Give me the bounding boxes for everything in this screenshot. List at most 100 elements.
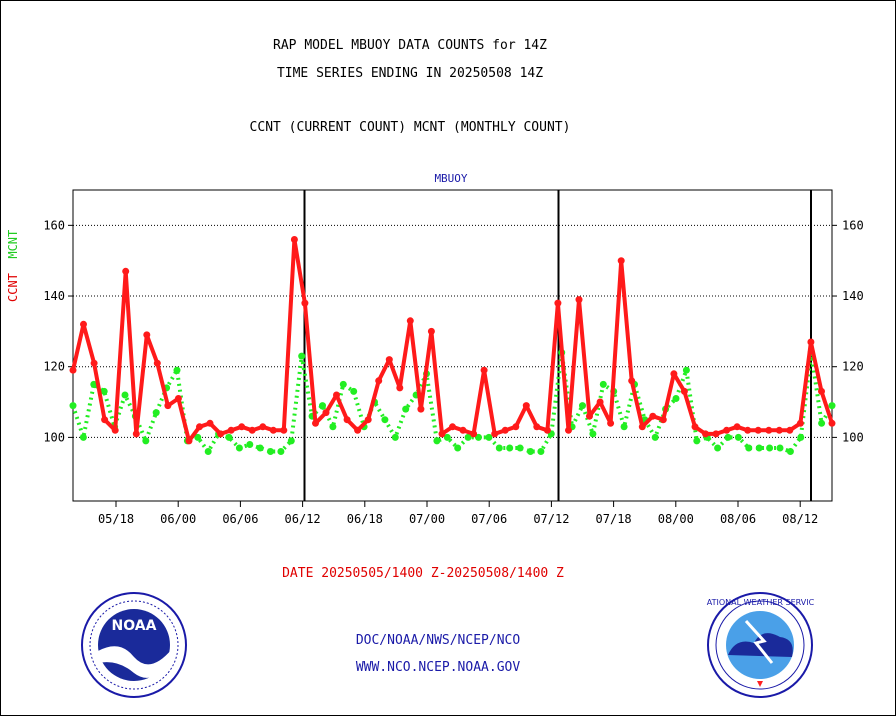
ccnt-data-point	[512, 423, 520, 431]
ccnt-data-point	[80, 320, 87, 328]
mcnt-data-point	[786, 448, 794, 455]
ccnt-data-point	[185, 437, 193, 445]
mcnt-data-point	[766, 444, 774, 452]
x-tick-label: 07/12	[533, 512, 569, 526]
ccnt-data-point	[765, 426, 773, 434]
y-tick-label-right: 140	[842, 289, 864, 303]
ccnt-data-point	[533, 423, 541, 431]
ccnt-data-point	[248, 426, 256, 434]
x-tick-label: 08/06	[720, 512, 756, 526]
y-tick-label-right: 100	[842, 430, 864, 444]
ccnt-data-point	[680, 387, 688, 395]
y-tick-label: 140	[43, 289, 65, 303]
ccnt-data-point	[807, 338, 815, 346]
y-tick-label: 120	[43, 360, 65, 374]
mcnt-data-point	[142, 437, 150, 445]
noaa-logo-text: NOAA	[112, 618, 157, 634]
mcnt-data-point	[755, 444, 763, 452]
ccnt-data-point	[427, 327, 435, 335]
mcnt-data-point	[152, 409, 160, 417]
mcnt-data-point	[256, 444, 264, 452]
mcnt-data-point	[818, 419, 826, 427]
mcnt-data-point	[454, 444, 462, 452]
mcnt-data-point	[776, 444, 784, 452]
mcnt-data-point	[90, 380, 98, 388]
ccnt-data-point	[754, 426, 762, 434]
ccnt-data-point	[206, 419, 214, 427]
org-label: DOC/NOAA/NWS/NCEP/NCO	[355, 633, 521, 648]
x-tick-label: 05/18	[98, 512, 134, 526]
ccnt-data-point	[438, 430, 446, 438]
ccnt-data-point	[617, 257, 625, 265]
ccnt-data-point	[90, 359, 98, 367]
mcnt-data-point	[443, 433, 451, 441]
mcnt-data-point	[693, 437, 701, 445]
ccnt-data-point	[586, 412, 593, 420]
ccnt-data-point	[501, 426, 509, 434]
y-tick-label: 100	[43, 430, 65, 444]
ccnt-data-point	[375, 377, 383, 385]
mcnt-data-point	[225, 433, 233, 441]
chart-title-line-3: CCNT (CURRENT COUNT) MCNT (MONTHLY COUNT…	[249, 120, 571, 135]
chart-title-line-2: TIME SERIES ENDING IN 20250508 14Z	[276, 66, 544, 81]
mcnt-data-point	[173, 366, 181, 374]
ccnt-series-line	[71, 237, 834, 443]
ccnt-data-point	[259, 423, 267, 431]
ccnt-data-point	[522, 402, 530, 410]
x-tick-label: 07/00	[409, 512, 445, 526]
ccnt-data-point	[164, 402, 172, 410]
x-tick-label: 06/12	[285, 512, 321, 526]
ccnt-data-point	[364, 416, 372, 424]
mcnt-data-point	[527, 448, 534, 455]
ccnt-data-point	[786, 426, 794, 434]
nws-logo-icon: NATIONAL WEATHER SERVICE	[706, 592, 814, 698]
x-tick-label: 06/06	[222, 512, 258, 526]
mcnt-data-point	[672, 395, 680, 402]
ccnt-data-point	[269, 426, 277, 434]
ccnt-data-point	[143, 331, 151, 339]
ccnt-data-point	[691, 423, 699, 431]
mcnt-data-point	[329, 423, 337, 431]
ccnt-data-point	[174, 395, 182, 402]
nws-logo-text: NATIONAL WEATHER SERVICE	[706, 598, 814, 607]
mcnt-data-point	[579, 402, 586, 410]
mcnt-data-point	[495, 444, 503, 452]
ccnt-data-point	[290, 236, 298, 243]
mcnt-data-point	[79, 433, 87, 441]
ccnt-data-point	[607, 419, 615, 427]
ccnt-data-point	[712, 430, 720, 438]
ccnt-data-point	[217, 430, 225, 438]
mcnt-data-point	[734, 433, 742, 441]
mcnt-data-point	[267, 448, 274, 455]
ccnt-data-point	[596, 398, 604, 406]
mcnt-data-point	[298, 352, 306, 360]
ccnt-data-point	[828, 419, 836, 427]
mcnt-data-point	[391, 433, 399, 441]
x-tick-label: 06/18	[347, 512, 383, 526]
ccnt-data-point	[111, 426, 119, 434]
ccnt-data-point	[554, 299, 562, 307]
x-tick-label: 08/12	[782, 512, 818, 526]
mcnt-data-point	[204, 448, 212, 455]
ccnt-data-point	[312, 419, 319, 427]
mcnt-data-point	[433, 437, 441, 445]
date-range-label: DATE 20250505/1400 Z-20250508/1400 Z	[282, 566, 564, 581]
mcnt-data-point	[797, 433, 805, 441]
ccnt-data-point	[491, 430, 499, 438]
ccnt-data-point	[280, 426, 288, 434]
mcnt-data-point	[620, 423, 628, 431]
mcnt-data-point	[287, 437, 295, 445]
ccnt-data-point	[406, 317, 414, 325]
ccnt-data-point	[69, 366, 77, 374]
mcnt-data-point	[381, 416, 389, 424]
ccnt-data-point	[723, 426, 731, 434]
mcnt-data-point	[402, 405, 410, 413]
ccnt-data-point	[796, 419, 804, 427]
mcnt-data-point	[350, 387, 358, 395]
ccnt-data-point	[385, 356, 393, 364]
mcnt-data-point	[589, 430, 597, 438]
mcnt-data-point	[682, 366, 690, 374]
mcnt-data-point	[121, 391, 129, 399]
website-label: WWW.NCO.NCEP.NOAA.GOV	[355, 660, 521, 675]
